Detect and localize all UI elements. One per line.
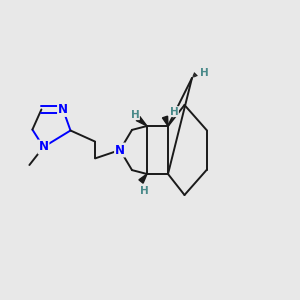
Polygon shape [162,116,168,126]
Text: H: H [200,68,209,78]
Text: N: N [38,140,49,154]
Text: H: H [140,186,148,197]
Polygon shape [139,174,147,183]
Text: N: N [115,143,125,157]
Text: N: N [58,103,68,116]
Text: H: H [130,110,140,120]
Text: H: H [169,106,178,117]
Polygon shape [136,116,147,126]
